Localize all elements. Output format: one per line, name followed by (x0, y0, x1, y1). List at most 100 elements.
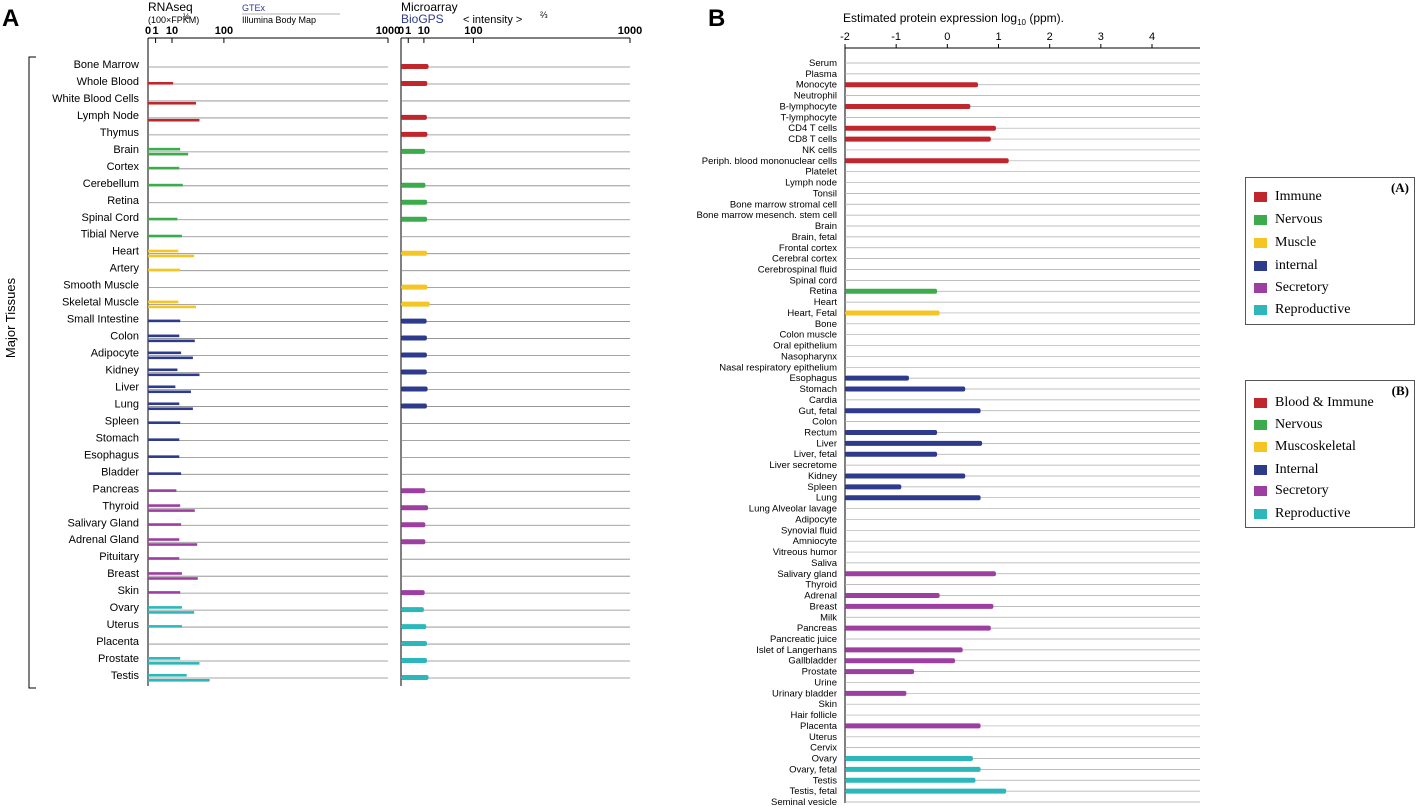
legend-b-item: Nervous (1254, 415, 1322, 435)
rnaseq-bar (148, 101, 196, 105)
legend-a-title: (A) (1390, 180, 1409, 195)
protein-tissue-label: Plasma (805, 69, 837, 80)
protein-tissue-label: Rectum (804, 428, 837, 439)
rnaseq-bar (148, 183, 183, 187)
protein-tissue-label: Adrenal (804, 591, 837, 602)
protein-tissue-label: Uterus (809, 732, 837, 743)
protein-tissue-label: Spinal cord (789, 275, 837, 286)
protein-tissue-label: Testis, fetal (789, 786, 837, 797)
protein-tissue-label: Hair follicle (791, 710, 837, 721)
tissue-bracket (28, 56, 36, 689)
rnaseq-bar (148, 339, 195, 343)
protein-tissue-label: Bone (815, 319, 837, 330)
tissue-label: Spleen (105, 415, 139, 427)
protein-bar (845, 82, 979, 88)
x-tick-label: 0 (145, 25, 151, 37)
rnaseq-bar (148, 319, 181, 323)
protein-bar (845, 571, 996, 577)
protein-tissue-label: Spleen (807, 482, 837, 493)
protein-tissue-label: Neutrophil (794, 91, 837, 102)
rnaseq-bar (148, 402, 180, 406)
protein-bar (845, 756, 973, 762)
protein-tissue-label: Ovary (812, 754, 838, 765)
legend-b-item: Internal (1254, 460, 1319, 480)
protein-bar (845, 484, 902, 490)
tissue-label: Testis (111, 670, 140, 682)
illumina-label: Illumina Body Map (242, 15, 316, 25)
protein-bar (845, 593, 940, 599)
protein-tissue-label: Cervix (810, 743, 837, 754)
rnaseq-bar (148, 509, 195, 512)
rnaseq-bar (148, 300, 179, 304)
protein-tissue-label: Nasopharynx (781, 351, 837, 362)
rnaseq-bar (148, 407, 193, 411)
protein-bar (845, 386, 966, 392)
x-tick-label: 1 (405, 25, 411, 37)
rnaseq-bar (148, 368, 178, 372)
protein-bar (845, 766, 981, 772)
x-tick-label: 100 (464, 25, 482, 37)
protein-x-tick-label: 4 (1149, 31, 1155, 43)
protein-bar (845, 777, 976, 783)
rnaseq-bar (148, 356, 193, 360)
legend-a-label-reproductive: Reproductive (1275, 302, 1351, 317)
microarray-bar (401, 607, 424, 613)
rnaseq-bar (148, 538, 180, 541)
tissue-label: Lung (115, 398, 139, 410)
protein-bar (845, 669, 915, 675)
rnaseq-bar (148, 523, 182, 526)
protein-tissue-label: Monocyte (796, 80, 837, 91)
tissue-label: Ovary (110, 602, 140, 614)
gtex-label: GTEx (242, 3, 266, 13)
protein-tissue-label: Pancreatic juice (770, 634, 837, 645)
tissue-label: Bone Marrow (74, 59, 139, 71)
rnaseq-bar (148, 472, 182, 475)
legend-a: (A) Immune Nervous Muscle internal Secre… (1245, 177, 1415, 325)
protein-tissue-label: CD8 T cells (788, 134, 837, 145)
rnaseq-exponent: ½ (183, 12, 190, 21)
rnaseq-bar (148, 489, 177, 492)
microarray-bar (401, 522, 426, 528)
protein-tissue-label: Retina (810, 286, 838, 297)
rnaseq-bar (148, 81, 174, 85)
protein-tissue-label: Stomach (800, 384, 838, 395)
legend-b-label-secretory: Secretory (1275, 483, 1329, 498)
protein-tissue-label: Liver, fetal (794, 449, 837, 460)
protein-tissue-label: Skin (819, 699, 837, 710)
protein-tissue-label: Serum (809, 58, 837, 69)
protein-tissue-label: Nasal respiratory epithelium (719, 362, 837, 373)
rnaseq-bar (148, 268, 181, 272)
tissue-label: Lymph Node (77, 110, 139, 122)
protein-bar (845, 408, 981, 414)
protein-tissue-label: Lung (816, 493, 837, 504)
rnaseq-bar (148, 577, 198, 580)
legend-b: (B) Blood & Immune Nervous Muscoskeletal… (1245, 380, 1415, 528)
legend-swatch (1254, 305, 1267, 315)
legend-swatch (1254, 420, 1267, 430)
protein-tissue-label: Cerebrospinal fluid (758, 264, 837, 275)
microarray-bar (401, 131, 428, 137)
legend-b-item: Reproductive (1254, 504, 1350, 524)
microarray-bar (401, 403, 427, 409)
rnaseq-bar (148, 385, 176, 389)
microarray-bar (401, 318, 427, 324)
protein-tissue-label: Lymph node (785, 178, 837, 189)
microarray-bar (401, 64, 429, 69)
tissue-label: Adrenal Gland (69, 534, 139, 546)
microarray-bar (401, 250, 428, 256)
legend-a-item: Muscle (1254, 233, 1316, 253)
rnaseq-bar (148, 657, 181, 660)
legend-b-item: Secretory (1254, 481, 1329, 501)
tissue-label: Heart (112, 246, 139, 258)
protein-tissue-label: Amniocyte (793, 536, 837, 547)
tissue-label: Prostate (98, 653, 139, 665)
protein-tissue-label: NK cells (802, 145, 837, 156)
protein-bar (845, 103, 971, 109)
intensity-label: < intensity > (463, 14, 522, 26)
legend-b-item: Muscoskeletal (1254, 437, 1356, 457)
legend-b-label-internal: Internal (1275, 462, 1319, 477)
tissue-label: Brain (113, 144, 139, 156)
protein-bar (845, 658, 956, 664)
x-tick-label: 0 (398, 25, 404, 37)
rnaseq-bar (148, 234, 182, 238)
